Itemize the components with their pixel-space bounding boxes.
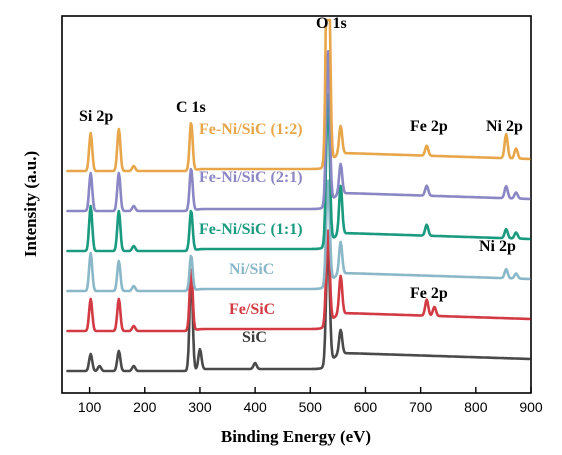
annotation-ni-2p-mid: Ni 2p — [479, 238, 516, 255]
x-tick-label: 200 — [133, 399, 157, 415]
x-axis-title: Binding Energy (eV) — [221, 427, 371, 446]
series-label-fe-ni-sic-2-1: Fe-Ni/SiC (2:1) — [199, 169, 303, 186]
y-axis-title: Intensity (a.u.) — [21, 151, 40, 257]
series-line-fe-ni-sic-1-2 — [66, 18, 531, 173]
x-tick-label: 400 — [243, 399, 267, 415]
x-tick-label: 300 — [188, 399, 212, 415]
series-line-fe-ni-sic-2-1 — [66, 50, 531, 213]
series-label-fe-ni-sic-1-2: Fe-Ni/SiC (1:2) — [199, 121, 303, 138]
series-line-fe-ni-sic-1-1 — [66, 93, 531, 253]
x-tick-label: 800 — [464, 399, 488, 415]
plot-frame — [61, 15, 532, 394]
x-tick-label: 100 — [78, 399, 102, 415]
series-label-ni-sic: Ni/SiC — [229, 261, 274, 278]
annotation-o-1s: O 1s — [316, 15, 347, 32]
x-tick-label: 500 — [299, 399, 323, 415]
series-line-ni-sic — [66, 179, 531, 293]
series-label-fe-ni-sic-1-1: Fe-Ni/SiC (1:1) — [199, 221, 303, 238]
annotation-ni-2p-top: Ni 2p — [486, 118, 523, 135]
annotation-si-2p: Si 2p — [79, 108, 113, 125]
x-tick-label: 700 — [409, 399, 433, 415]
series-label-fe-sic: Fe/SiC — [229, 301, 275, 318]
annotation-c-1s: C 1s — [176, 99, 206, 116]
annotation-fe-2p-top: Fe 2p — [410, 118, 448, 135]
x-tick-label: 900 — [519, 399, 543, 415]
series-label-sic: SiC — [242, 329, 267, 346]
annotation-fe-2p-mid: Fe 2p — [410, 285, 448, 302]
x-tick-label: 600 — [354, 399, 378, 415]
series-line-sic — [66, 241, 531, 373]
x-axis-ticks: 100 200 300 400 500 600 700 800 900 — [78, 387, 543, 415]
peak-annotations: O 1s C 1s Si 2p Fe 2p Ni 2p Ni 2p Fe 2p — [79, 15, 523, 302]
series-group — [66, 18, 531, 373]
series-labels: SiC Fe/SiC Ni/SiC Fe-Ni/SiC (1:1) Fe-Ni/… — [199, 121, 303, 346]
series-line-fe-sic — [66, 229, 531, 333]
